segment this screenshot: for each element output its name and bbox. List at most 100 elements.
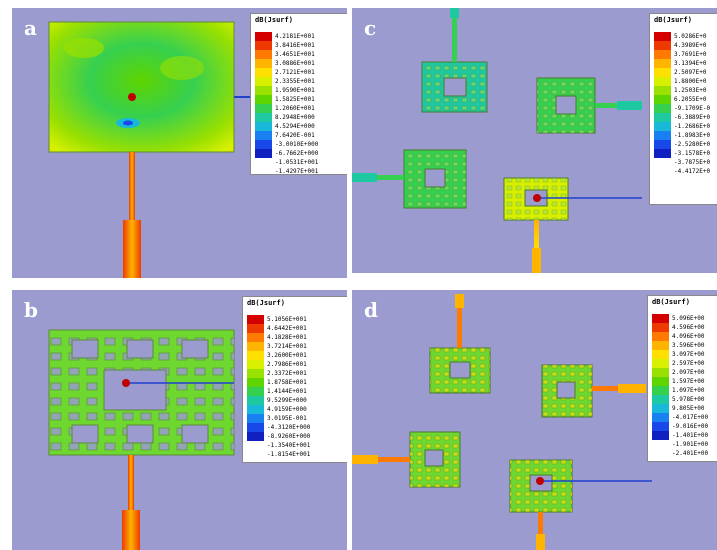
legend-tick-label: -4.017E+00 [672, 414, 709, 421]
legend-tick-label: 4.9159E+000 [267, 406, 307, 413]
panel-label: d [364, 298, 378, 322]
legend-tick-label: 2.7986E+001 [267, 361, 307, 368]
color-swatch [247, 387, 264, 396]
microstrip-line [129, 152, 135, 220]
legend-tick-label: 3.596E+00 [672, 342, 705, 349]
legend-tick-label: 9.5299E+000 [267, 397, 307, 404]
legend-tick-label: -1.401E+00 [672, 432, 709, 439]
color-swatch [654, 32, 671, 41]
legend-tick-label: 4.5294E+000 [275, 123, 315, 130]
legend-tick-label: 5.0286E+0 [674, 33, 707, 40]
color-swatch [654, 68, 671, 77]
color-swatch [654, 95, 671, 104]
legend-tick-label: 2.597E+00 [672, 360, 705, 367]
color-swatch [654, 113, 671, 122]
legend-tick-label: -1.901E+00 [672, 441, 709, 448]
legend-tick-label: 3.1394E+0 [674, 60, 707, 67]
legend-tick-label: 1.2503E+0 [674, 87, 707, 94]
legend-tick-label: 1.097E+00 [672, 387, 705, 394]
color-swatch [247, 423, 264, 432]
color-scale [654, 32, 671, 158]
legend-tick-label: 1.8758E+001 [267, 379, 307, 386]
legend-tick-label: 1.2060E+001 [275, 105, 315, 112]
simulation-render-c [352, 8, 642, 273]
legend-tick-label: 3.7691E+0 [674, 51, 707, 58]
simulation-render-a [48, 21, 272, 278]
panel-label: c [364, 16, 377, 40]
legend-tick-label: 2.097E+00 [672, 369, 705, 376]
legend-tick-label: 2.3372E+001 [267, 370, 307, 377]
color-swatch [652, 368, 669, 377]
color-swatch [652, 422, 669, 431]
legend-tick-label: 1.4144E+001 [267, 388, 307, 395]
color-swatch [654, 59, 671, 68]
legend-title: dB(Jsurf) [255, 16, 293, 24]
color-legend: dB(Jsurf) 5.096E+00 4.596E+00 4.096E+00 3.5… [647, 295, 717, 462]
legend-tick-label: -9.016E+00 [672, 423, 709, 430]
color-swatch [654, 149, 671, 158]
color-swatch [255, 41, 272, 50]
legend-tick-label: 4.6442E+001 [267, 325, 307, 332]
color-swatch [255, 77, 272, 86]
color-swatch [652, 350, 669, 359]
legend-tick-label: -9.1709E-0 [674, 105, 711, 112]
legend-tick-label: 3.2600E+001 [267, 352, 307, 359]
color-scale [247, 315, 264, 441]
feed-point [122, 379, 130, 387]
microstrip-line [128, 455, 134, 510]
legend-tick-label: -1.4297E+001 [275, 168, 319, 175]
color-swatch [255, 86, 272, 95]
color-swatch [255, 59, 272, 68]
color-legend: dB(Jsurf) 5.0286E+0 4.3989E+0 3.7691E+0 3.1… [649, 13, 717, 205]
legend-tick-label: -1.0531E+001 [275, 159, 319, 166]
legend-tick-label: -2.401E+00 [672, 450, 709, 457]
legend-title: dB(Jsurf) [652, 298, 690, 306]
legend-tick-label: -4.4172E+0 [674, 168, 711, 175]
legend-tick-label: 3.4651E+001 [275, 51, 315, 58]
legend-tick-label: 2.3355E+001 [275, 78, 315, 85]
color-swatch [255, 95, 272, 104]
color-swatch [255, 50, 272, 59]
legend-title: dB(Jsurf) [654, 16, 692, 24]
color-swatch [652, 341, 669, 350]
legend-tick-label: 4.096E+00 [672, 333, 705, 340]
color-swatch [652, 386, 669, 395]
color-scale [255, 32, 272, 158]
legend-tick-label: -1.3540E+001 [267, 442, 311, 449]
color-swatch [652, 413, 669, 422]
legend-tick-label: 7.6420E-001 [275, 132, 315, 139]
legend-ticks: 5.0286E+0 4.3989E+0 3.7691E+0 3.1394E+0 2.50… [674, 32, 710, 176]
color-swatch [255, 149, 272, 158]
panel-a: a dB(Jsurf) 4.2181E+001 3.8416E+001 3.4651… [12, 8, 347, 278]
color-swatch [654, 86, 671, 95]
color-swatch [652, 431, 669, 440]
panel-label: a [24, 16, 37, 40]
legend-tick-label: 5.096E+00 [672, 315, 705, 322]
legend-tick-label: -2.5280E+0 [674, 141, 711, 148]
center-slot [103, 369, 167, 411]
color-swatch [652, 314, 669, 323]
legend-tick-label: 4.2181E+001 [275, 33, 315, 40]
legend-tick-label: 4.3989E+0 [674, 42, 707, 49]
simulation-render-b [48, 329, 235, 550]
color-swatch [247, 351, 264, 360]
color-swatch [255, 32, 272, 41]
color-swatch [247, 414, 264, 423]
legend-tick-label: 4.596E+00 [672, 324, 705, 331]
color-swatch [247, 333, 264, 342]
legend-tick-label: 3.8416E+001 [275, 42, 315, 49]
color-swatch [247, 378, 264, 387]
color-swatch [255, 140, 272, 149]
legend-ticks: 5.096E+00 4.596E+00 4.096E+00 3.596E+00 3.09… [672, 314, 708, 458]
legend-tick-label: 1.9590E+001 [275, 87, 315, 94]
color-swatch [247, 315, 264, 324]
color-swatch [654, 104, 671, 113]
legend-tick-label: 2.5097E+0 [674, 69, 707, 76]
legend-tick-label: 3.097E+00 [672, 351, 705, 358]
color-swatch [247, 369, 264, 378]
color-swatch [654, 41, 671, 50]
color-scale [652, 314, 669, 440]
legend-tick-label: 1.597E+00 [672, 378, 705, 385]
color-swatch [652, 323, 669, 332]
color-swatch [654, 131, 671, 140]
